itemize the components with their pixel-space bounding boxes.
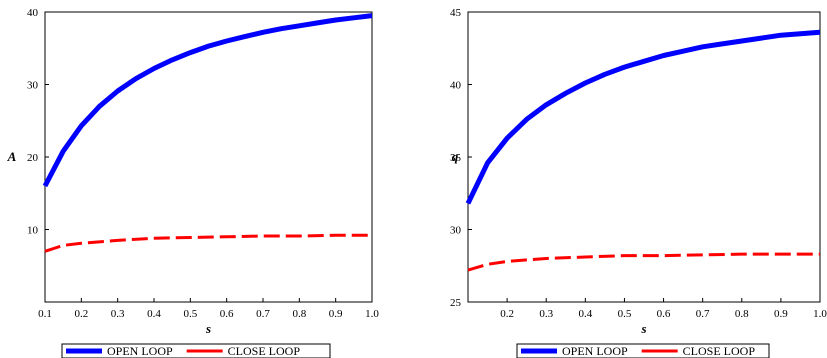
y-tick-label: 45 xyxy=(450,7,462,19)
x-tick-label: 0.4 xyxy=(578,308,592,320)
legend-label-open-loop: OPEN LOOP xyxy=(562,344,628,358)
x-tick-label: 0.6 xyxy=(220,308,234,320)
x-tick-label: 0.8 xyxy=(292,308,306,320)
y-tick-label: 30 xyxy=(27,80,39,92)
legend: OPEN LOOP CLOSE LOOP xyxy=(61,343,331,358)
legend: OPEN LOOP CLOSE LOOP xyxy=(516,343,770,358)
y-tick-label: 40 xyxy=(27,7,39,19)
x-tick-label: 0.6 xyxy=(657,308,671,320)
x-tick-label: 0.7 xyxy=(256,308,270,320)
plot-frame xyxy=(467,11,821,303)
series-line-close-loop xyxy=(44,233,372,253)
y-axis-label: A xyxy=(7,149,17,164)
y-tick-label: 20 xyxy=(27,152,39,164)
y-tick-label: 40 xyxy=(450,80,462,92)
y-axis-label: q xyxy=(452,149,459,164)
y-tick-label: 35 xyxy=(450,152,462,164)
series-line-open-loop xyxy=(42,13,373,188)
legend-label-close-loop: CLOSE LOOP xyxy=(228,344,301,358)
x-tick-label: 0.2 xyxy=(74,308,88,320)
x-tick-label: 1.0 xyxy=(813,308,827,320)
chart-2: 0.2 0.3 0.4 0.5 0.6 0.7 0.8 0.9 1.0 25 30 35 40 45 s q O… xyxy=(450,7,827,358)
y-tick-label: 10 xyxy=(27,225,39,237)
legend-label-close-loop: CLOSE LOOP xyxy=(683,344,756,358)
x-tick-label: 0.9 xyxy=(774,308,788,320)
x-axis-label: s xyxy=(640,321,646,336)
x-tick-label: 1.0 xyxy=(365,308,379,320)
series-line-close-loop xyxy=(467,252,820,272)
x-tick-label: 0.7 xyxy=(696,308,710,320)
x-axis-label: s xyxy=(205,321,211,336)
x-tick-label: 0.2 xyxy=(500,308,514,320)
y-tick-label: 25 xyxy=(450,297,462,309)
x-tick-label: 0.3 xyxy=(539,308,553,320)
x-tick-label: 0.8 xyxy=(735,308,749,320)
x-tick-label: 0.1 xyxy=(38,308,52,320)
y-tick-label: 30 xyxy=(450,225,462,237)
plot-frame xyxy=(44,11,373,303)
x-tick-label: 0.3 xyxy=(111,308,125,320)
legend-label-open-loop: OPEN LOOP xyxy=(107,344,173,358)
chart-1: 0.1 0.2 0.3 0.4 0.5 0.6 0.7 0.8 0.9 1.0 10 20 30 40 s A… xyxy=(7,7,379,358)
series-line-open-loop xyxy=(465,29,821,205)
x-tick-label: 0.5 xyxy=(183,308,197,320)
x-tick-label: 0.9 xyxy=(329,308,343,320)
x-tick-label: 0.4 xyxy=(147,308,161,320)
x-tick-label: 0.5 xyxy=(618,308,632,320)
